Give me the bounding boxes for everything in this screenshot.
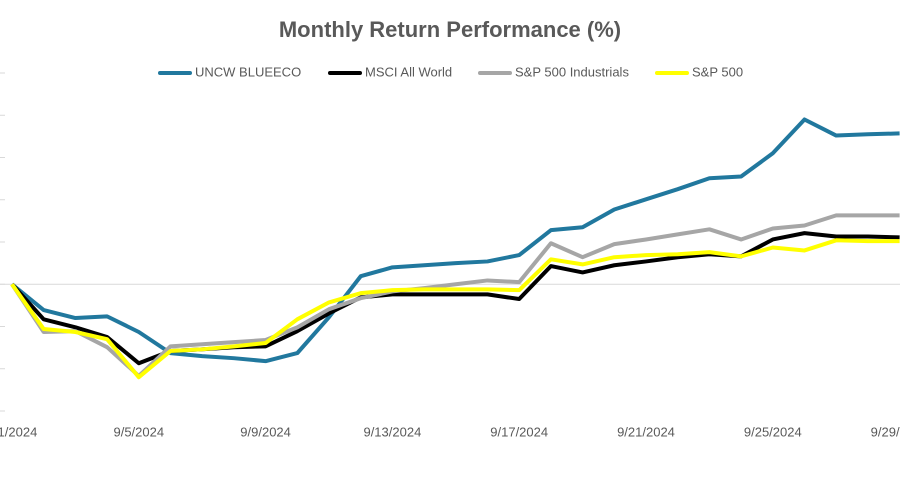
- series-line: [10, 238, 900, 380]
- series-line: [10, 231, 900, 366]
- series-line: [10, 117, 900, 364]
- x-tick-label: 9/5/2024: [113, 424, 164, 439]
- legend-label: S&P 500 Industrials: [515, 64, 629, 79]
- x-tick-label: 9/17/2024: [490, 424, 548, 439]
- x-tick-label: 9/1/2024: [0, 424, 37, 439]
- series-line: [10, 213, 900, 378]
- x-tick-label: 9/21/2024: [617, 424, 675, 439]
- legend-label: S&P 500: [692, 64, 743, 79]
- x-tick-label: 9/25/2024: [744, 424, 802, 439]
- x-tick-label: 9/13/2024: [363, 424, 421, 439]
- chart-title: Monthly Return Performance (%): [279, 17, 621, 42]
- legend-label: UNCW BLUEECO: [195, 64, 301, 79]
- x-tick-label: 9/9/2024: [240, 424, 291, 439]
- x-tick-label: 9/29/2024: [871, 424, 900, 439]
- legend-label: MSCI All World: [365, 64, 452, 79]
